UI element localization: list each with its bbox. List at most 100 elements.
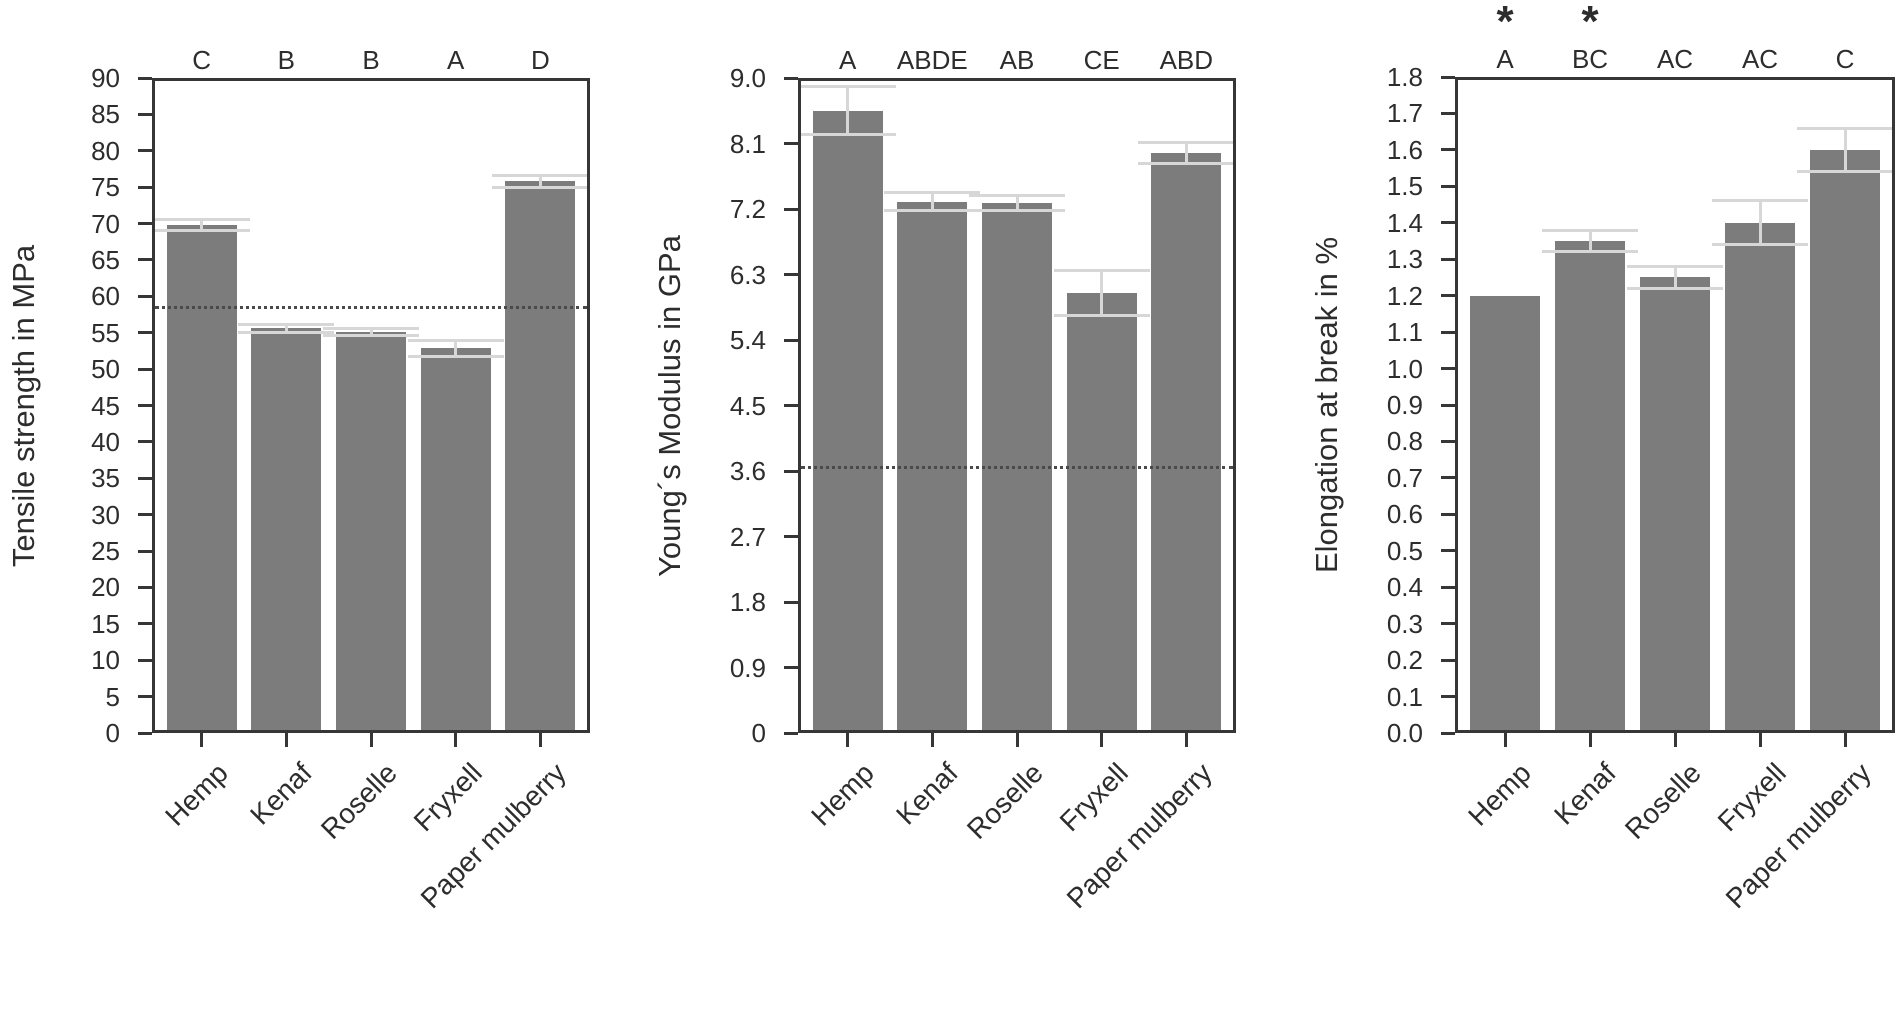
error-bar-cap-lower — [1712, 243, 1808, 247]
y-tick-label: 5.4 — [729, 325, 766, 355]
y-tick-label: 10 — [91, 645, 120, 676]
y-tick-label: 90 — [91, 63, 120, 93]
bar-hemp — [1470, 295, 1540, 730]
reference-line — [155, 306, 587, 310]
error-bar-cap-lower — [407, 354, 504, 358]
y-tick-mark — [1441, 549, 1455, 553]
bar-fryxell — [1066, 292, 1137, 730]
bar-paper-mulberry — [1810, 149, 1880, 730]
bar-paper-mulberry — [505, 181, 576, 730]
y-tick-label: 15 — [91, 608, 120, 639]
significance-asterisk: * — [1581, 0, 1599, 46]
y-tick-mark — [138, 440, 152, 444]
y-tick-mark — [784, 666, 798, 669]
y-tick-mark — [784, 207, 798, 211]
y-tick-mark — [138, 222, 152, 226]
x-tick-mark — [369, 733, 373, 747]
group-letter-label: B — [362, 45, 380, 75]
y-tick-mark — [138, 404, 152, 407]
y-tick-label: 5 — [105, 681, 120, 712]
y-tick-mark — [1441, 622, 1455, 626]
bar-fryxell — [1725, 222, 1795, 730]
y-tick-mark — [1441, 731, 1455, 735]
y-tick-mark — [1441, 148, 1455, 152]
y-tick-label: 45 — [91, 390, 120, 421]
y-tick-label: 50 — [91, 354, 120, 385]
group-letter-label: C — [1835, 44, 1855, 74]
error-bar-cap-lower — [1627, 286, 1723, 290]
error-bar-cap-upper — [884, 191, 981, 195]
x-tick-mark — [1673, 733, 1677, 747]
error-bar-whisker — [846, 86, 850, 135]
error-bar-cap-upper — [1627, 265, 1723, 268]
y-tick-label: 7.2 — [729, 194, 766, 224]
error-bar-whisker — [538, 175, 542, 188]
y-tick-label: 0.1 — [1386, 681, 1423, 712]
y-tick-label: 4.5 — [729, 390, 766, 421]
y-tick-label: 70 — [91, 208, 120, 239]
error-bar-whisker — [1673, 266, 1677, 289]
group-letter-label: A — [446, 45, 465, 75]
x-tick-mark — [1588, 733, 1592, 747]
y-tick-mark — [784, 731, 798, 735]
y-tick-mark — [138, 149, 152, 153]
group-letter-label: ABD — [1159, 45, 1214, 75]
y-tick-mark — [784, 600, 798, 604]
group-letter-label: C — [192, 45, 212, 75]
chart-elongation-at-break: Elongation at break in % 0.0 0.1 0.2 0.3 0.4 0… — [1309, 0, 1895, 914]
y-tick-label: 1.8 — [729, 587, 766, 617]
y-tick-label: 80 — [91, 135, 120, 166]
error-bar-cap-lower — [492, 185, 589, 189]
y-tick-label: 1.0 — [1386, 353, 1423, 384]
x-tick-mark — [1843, 733, 1847, 747]
x-tick-mark — [1100, 733, 1104, 747]
error-bar-whisker — [1758, 200, 1762, 245]
group-letter-label: AB — [999, 45, 1035, 75]
error-bar-cap-lower — [238, 330, 335, 334]
group-letter-label: AC — [1741, 44, 1779, 74]
group-letter-label: A — [838, 45, 857, 75]
error-bar-cap-upper — [969, 194, 1065, 198]
x-tick-mark — [200, 733, 204, 747]
group-letter-label: CE — [1083, 45, 1120, 75]
figure: Tensile strength in MPa 0 5 10 15 20 25 30 35 40 4… — [6, 0, 1895, 915]
y-tick-mark — [138, 112, 152, 116]
y-tick-label: 2.7 — [729, 521, 766, 552]
y-tick-label: 1.3 — [1386, 244, 1423, 275]
error-bar-cap-lower — [1053, 313, 1150, 317]
group-letter-label: AC — [1656, 44, 1694, 74]
y-tick-label: 30 — [91, 499, 120, 530]
y-tick-label: 0.8 — [1386, 426, 1423, 457]
error-bar-cap-lower — [799, 133, 896, 137]
y-tick-mark — [784, 76, 798, 80]
x-tick-mark — [284, 733, 288, 747]
x-tick-mark — [930, 733, 934, 747]
error-bar-cap-upper — [323, 326, 419, 330]
error-bar-whisker — [369, 328, 373, 336]
y-tick-label: 65 — [91, 244, 120, 275]
y-tick-mark — [1441, 585, 1455, 589]
y-tick-mark — [784, 338, 798, 342]
y-tick-label: 9.0 — [729, 63, 766, 93]
y-tick-mark — [138, 185, 152, 189]
y-tick-label: 0.7 — [1386, 462, 1423, 493]
y-tick-mark — [1441, 476, 1455, 480]
y-tick-label: 0.3 — [1386, 608, 1423, 639]
y-tick-mark — [1441, 75, 1455, 79]
error-bar-whisker — [284, 324, 288, 333]
y-tick-label: 3.6 — [729, 456, 766, 486]
x-tick-mark — [538, 733, 542, 747]
error-bar-cap-upper — [799, 85, 896, 89]
y-tick-mark — [1441, 512, 1455, 516]
y-tick-mark — [138, 294, 152, 298]
chart-youngs-modulus: Young´s Modulus in GPa 0 0.9 1.8 2.7 3.6 4.5 5.… — [652, 45, 1236, 914]
group-letter-label: A — [1496, 44, 1514, 74]
y-tick-label: 55 — [91, 317, 120, 348]
error-bar-cap-upper — [407, 338, 504, 342]
y-tick-mark — [138, 585, 152, 589]
group-letter-label: D — [530, 45, 550, 75]
bar-kenaf — [897, 201, 968, 730]
bar-roselle — [336, 331, 406, 730]
bar-hemp — [166, 225, 237, 730]
y-tick-label: 20 — [91, 572, 120, 603]
